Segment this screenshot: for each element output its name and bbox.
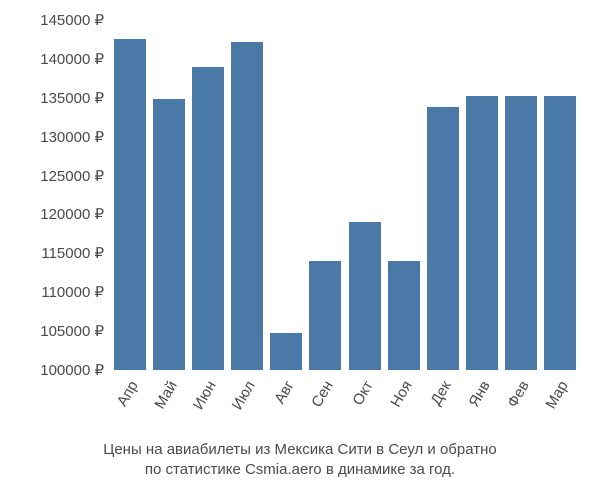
caption: Цены на авиабилеты из Мексика Сити в Сеу… bbox=[0, 440, 600, 481]
bar bbox=[349, 222, 381, 370]
bar bbox=[153, 99, 185, 370]
bar bbox=[192, 67, 224, 370]
caption-line-1: Цены на авиабилеты из Мексика Сити в Сеу… bbox=[0, 440, 600, 460]
x-tick-label: Янв bbox=[466, 378, 494, 410]
bar bbox=[114, 39, 146, 370]
y-tick-label: 110000 ₽ bbox=[41, 283, 104, 301]
y-tick-label: 145000 ₽ bbox=[40, 11, 104, 29]
x-tick-label: Дек bbox=[427, 378, 454, 408]
plot-area: 100000 ₽105000 ₽110000 ₽115000 ₽120000 ₽… bbox=[110, 20, 580, 370]
x-tick-label: Апр bbox=[113, 378, 141, 409]
x-tick-label: Май bbox=[151, 378, 180, 412]
x-tick-label: Сен bbox=[309, 378, 337, 410]
bar-chart: 100000 ₽105000 ₽110000 ₽115000 ₽120000 ₽… bbox=[110, 20, 580, 370]
y-tick-label: 140000 ₽ bbox=[40, 50, 104, 68]
x-tick-label: Окт bbox=[349, 378, 376, 408]
x-tick-label: Авг bbox=[272, 378, 298, 407]
y-tick-label: 115000 ₽ bbox=[41, 244, 104, 262]
x-tick-label: Июн bbox=[190, 378, 220, 413]
bar bbox=[427, 107, 459, 370]
bar bbox=[388, 261, 420, 370]
x-tick-label: Фев bbox=[504, 378, 533, 411]
y-tick-label: 105000 ₽ bbox=[40, 322, 104, 340]
bar bbox=[309, 261, 341, 370]
bar bbox=[466, 96, 498, 370]
bar bbox=[505, 96, 537, 370]
y-tick-label: 120000 ₽ bbox=[40, 205, 104, 223]
bar bbox=[231, 42, 263, 370]
x-tick-label: Ноя bbox=[387, 378, 415, 410]
x-tick-label: Мар bbox=[543, 378, 572, 412]
chart-container: 100000 ₽ 105000 ₽ 110000 ₽ 115000 ₽ 120000 ₽… bbox=[0, 0, 600, 500]
x-tick-label: Июл bbox=[229, 378, 259, 413]
y-tick-label: 100000 ₽ bbox=[40, 361, 104, 379]
y-tick-label: 130000 ₽ bbox=[40, 128, 104, 146]
bar bbox=[270, 333, 302, 370]
caption-line-2: по статистике Csmia.aero в динамике за г… bbox=[0, 460, 600, 480]
y-tick-label: 125000 ₽ bbox=[40, 167, 104, 185]
bar bbox=[544, 96, 576, 370]
y-tick-label: 135000 ₽ bbox=[40, 89, 104, 107]
